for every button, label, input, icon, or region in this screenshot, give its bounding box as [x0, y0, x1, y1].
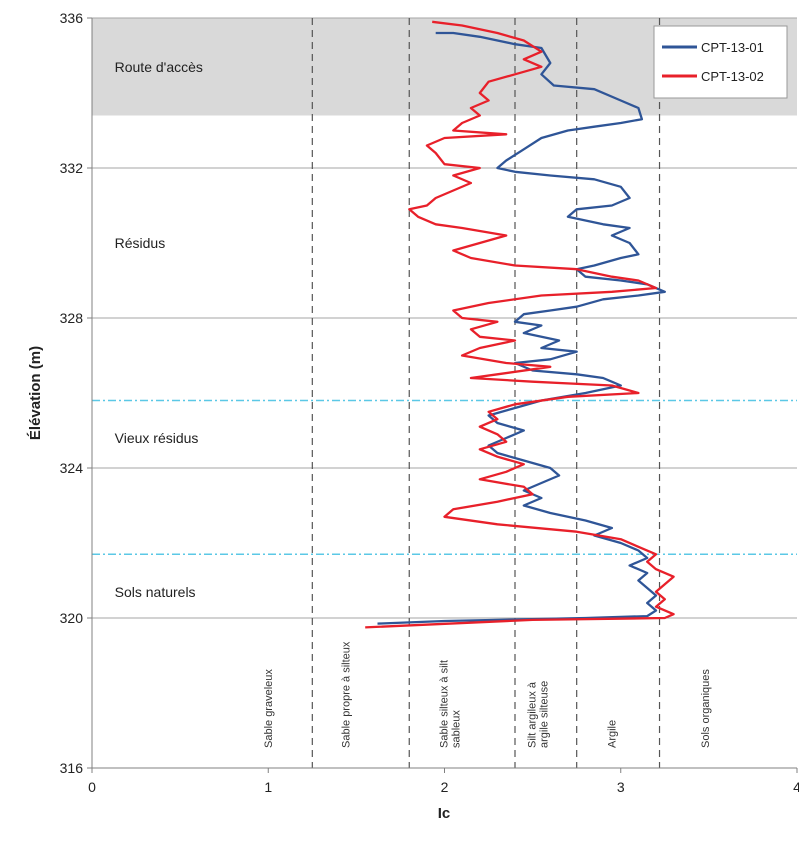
zone-label-2: Sable silteux à silt sableux: [438, 660, 462, 748]
zone-label-line: Sable propre à silteux: [340, 641, 352, 748]
legend-label-1: CPT-13-02: [701, 69, 764, 84]
y-tick-label-0: 316: [60, 760, 84, 776]
zone-label-3: Silt argileux à argile silteuse: [526, 681, 550, 748]
zone-label-1: Sable propre à silteux: [340, 641, 352, 748]
zone-label-0: Sable graveleux: [263, 669, 275, 748]
y-axis-label: Élévation (m): [27, 346, 44, 440]
x-tick-label-2: 2: [441, 779, 449, 795]
zone-label-line: Sols organiques: [700, 669, 712, 748]
zone-label-line: sableux: [450, 710, 462, 748]
zone-label-4: Argile: [607, 720, 619, 748]
zone-label-5: Sols organiques: [700, 669, 712, 748]
series-line-CPT-13-01: [377, 31, 666, 625]
layer-label-0: Route d'accès: [115, 59, 203, 75]
y-tick-label-4: 332: [60, 160, 84, 176]
zone-label-line: argile silteuse: [538, 681, 550, 748]
layer-label-2: Vieux résidus: [115, 430, 199, 446]
y-tick-label-1: 320: [60, 610, 84, 626]
x-tick-label-1: 1: [264, 779, 272, 795]
legend: CPT-13-01 CPT-13-02: [653, 25, 788, 99]
y-tick-label-3: 328: [60, 310, 84, 326]
zone-label-line: Sable graveleux: [263, 669, 275, 748]
x-tick-label-3: 3: [617, 779, 625, 795]
legend-label-0: CPT-13-01: [701, 40, 764, 55]
layer-label-3: Sols naturels: [115, 584, 196, 600]
zone-label-line: Silt argileux à: [526, 681, 538, 748]
zone-label-line: Argile: [607, 720, 619, 748]
layer-label-1: Résidus: [115, 235, 166, 251]
series-line-CPT-13-02: [365, 20, 675, 629]
x-tick-label-0: 0: [88, 779, 96, 795]
legend-box: [653, 25, 788, 99]
y-tick-label-5: 336: [60, 10, 84, 26]
zone-label-line: Sable silteux à silt: [438, 660, 450, 748]
x-tick-label-4: 4: [793, 779, 799, 795]
y-tick-label-2: 324: [60, 460, 84, 476]
x-axis-label: Ic: [438, 805, 451, 822]
